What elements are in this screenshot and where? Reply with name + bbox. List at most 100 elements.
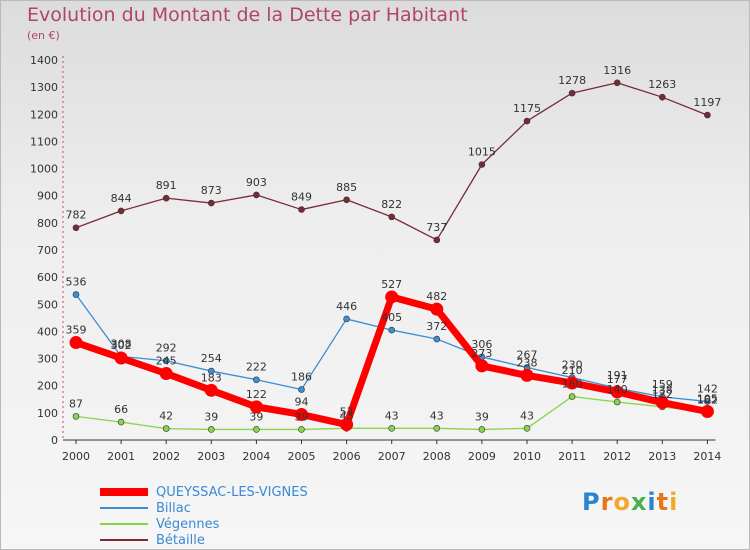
data-point [655, 396, 669, 410]
data-point [568, 89, 576, 97]
data-point [117, 418, 125, 426]
legend-swatch [100, 539, 148, 541]
data-label: 446 [336, 300, 357, 313]
data-point [433, 335, 441, 343]
x-tick-label: 2014 [693, 450, 721, 463]
data-label: 1197 [693, 96, 721, 109]
data-point [295, 407, 308, 421]
data-label: 43 [520, 409, 534, 422]
data-label: 737 [426, 221, 447, 234]
y-tick-label: 100 [37, 407, 58, 420]
legend-label: Végennes [156, 516, 220, 532]
data-point [613, 79, 621, 87]
x-tick-label: 2001 [107, 450, 135, 463]
x-tick-label: 2006 [333, 450, 361, 463]
data-label: 1263 [648, 78, 676, 91]
data-label: 405 [381, 311, 402, 324]
data-label: 42 [159, 410, 173, 423]
data-label: 873 [201, 184, 222, 197]
data-label: 159 [652, 378, 673, 391]
legend-label: Bétaille [156, 532, 205, 548]
y-tick-label: 400 [37, 325, 58, 338]
data-label: 140 [607, 383, 628, 396]
data-label: 122 [246, 388, 267, 401]
legend-item: QUEYSSAC-LES-VIGNES [100, 484, 308, 500]
data-point [72, 413, 80, 420]
data-point [704, 111, 711, 119]
data-label: 183 [201, 371, 222, 384]
y-tick-label: 1100 [30, 135, 58, 148]
data-label: 527 [381, 278, 402, 291]
data-point [253, 426, 260, 433]
data-label: 254 [201, 352, 222, 365]
data-point [568, 393, 576, 400]
x-tick-label: 2010 [513, 450, 541, 463]
data-label: 245 [156, 355, 177, 368]
data-point [162, 194, 170, 202]
data-point [430, 302, 444, 316]
x-tick-label: 2004 [242, 450, 270, 463]
data-label: 359 [66, 324, 87, 337]
data-label: 138 [652, 384, 673, 397]
y-tick-label: 1200 [30, 108, 58, 121]
data-point [253, 191, 260, 199]
data-label: 186 [291, 371, 312, 384]
y-tick-label: 0 [51, 434, 58, 447]
data-label: 292 [156, 342, 177, 355]
y-tick-label: 900 [37, 190, 58, 203]
data-point [69, 336, 83, 350]
data-point [162, 357, 170, 365]
legend-label: QUEYSSAC-LES-VIGNES [156, 484, 308, 500]
data-label: 267 [517, 349, 538, 362]
x-tick-label: 2005 [288, 450, 316, 463]
data-label: 105 [697, 393, 718, 406]
data-label: 160 [562, 378, 583, 391]
data-label: 885 [336, 181, 357, 194]
data-label: 39 [475, 410, 489, 423]
logo-letter: x [630, 488, 648, 516]
x-tick-label: 2013 [648, 450, 676, 463]
data-label: 1175 [513, 102, 541, 115]
data-point [610, 385, 624, 399]
legend-item: Billac [100, 500, 308, 516]
logo-letter: P [582, 488, 601, 516]
data-label: 222 [246, 361, 267, 374]
data-point [433, 236, 441, 244]
data-point [72, 224, 80, 232]
data-label: 536 [66, 276, 87, 289]
data-point [700, 405, 714, 418]
data-point [478, 426, 486, 433]
data-label: 372 [426, 320, 447, 333]
data-label: 822 [381, 198, 402, 211]
y-tick-label: 300 [37, 353, 58, 366]
data-point [249, 400, 263, 414]
data-label: 782 [66, 209, 87, 222]
data-point [385, 290, 399, 304]
data-label: 273 [471, 347, 492, 360]
legend-item: Végennes [100, 516, 308, 532]
data-point [117, 207, 125, 215]
data-label: 177 [607, 373, 628, 386]
x-tick-label: 2003 [197, 450, 225, 463]
data-label: 891 [156, 179, 177, 192]
chart-title: Evolution du Montant de la Dette par Hab… [27, 4, 468, 26]
y-tick-label: 800 [37, 217, 58, 230]
data-label: 844 [111, 192, 132, 205]
data-label: 43 [340, 409, 354, 422]
data-label: 1316 [603, 64, 631, 77]
data-point [658, 93, 666, 101]
data-point [613, 398, 621, 406]
data-point [388, 326, 396, 334]
legend-label: Billac [156, 500, 191, 516]
data-point [343, 196, 350, 204]
data-point [388, 213, 396, 221]
data-point [475, 359, 489, 373]
data-label: 43 [430, 409, 444, 422]
data-label: 122 [652, 388, 673, 401]
logo-letter: o [613, 488, 631, 516]
x-tick-label: 2007 [378, 450, 406, 463]
data-label: 39 [249, 410, 263, 423]
data-point [523, 425, 531, 432]
